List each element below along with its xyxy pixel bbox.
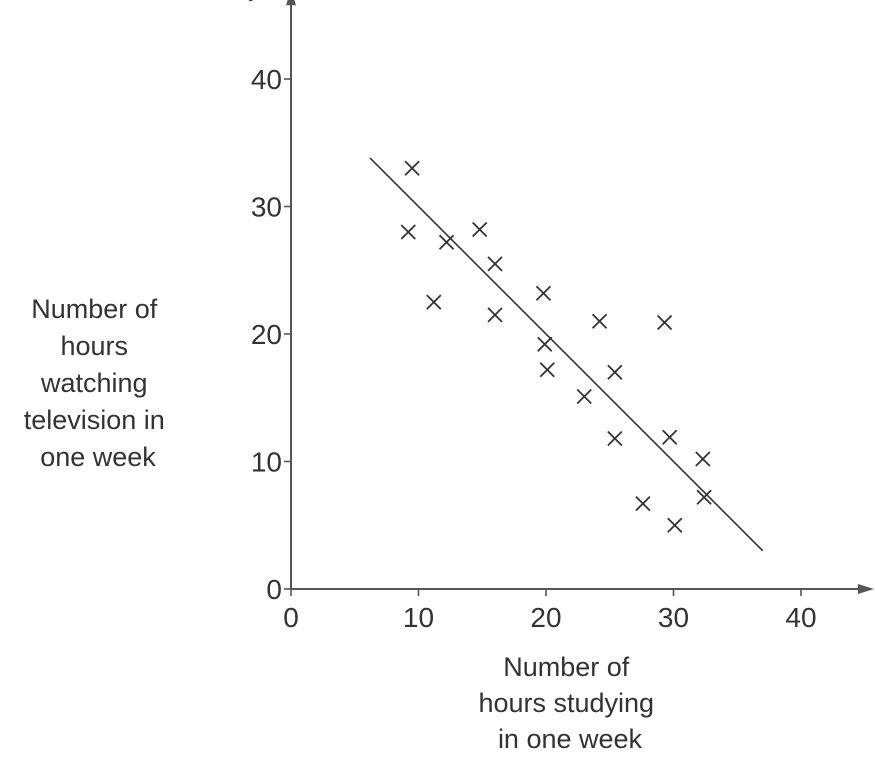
- data-point-marker: [487, 256, 503, 272]
- data-point-marker: [537, 336, 553, 352]
- x-tick-label: 30: [658, 602, 689, 633]
- x-axis-arrowhead: [858, 584, 874, 594]
- y-tick-label: 10: [251, 447, 282, 478]
- y-axis-title-line: watching: [40, 368, 148, 398]
- data-point-marker: [487, 307, 503, 323]
- data-point-marker: [591, 313, 608, 329]
- y-tick-label: 30: [251, 192, 282, 223]
- data-point-marker: [539, 362, 555, 378]
- y-axis-letter: y: [248, 0, 263, 1]
- data-point-marker: [695, 451, 711, 467]
- y-axis-arrowhead: [286, 0, 296, 6]
- y-tick-label: 40: [251, 64, 282, 95]
- y-axis-title-line: Number of: [31, 294, 158, 324]
- data-point-marker: [472, 221, 488, 238]
- data-point-marker: [535, 285, 552, 301]
- x-tick-label: 20: [530, 602, 561, 633]
- x-axis-title: Number of hours studying in one week: [478, 652, 661, 754]
- y-axis-title: Number of hours watching television in o…: [24, 294, 173, 472]
- y-tick-label: 0: [266, 574, 282, 605]
- y-tick-label: 20: [251, 319, 282, 350]
- x-axis-title-line: Number of: [503, 652, 630, 682]
- y-axis-title-line: television in: [24, 405, 165, 435]
- data-point-marker: [667, 517, 683, 533]
- data-point-marker: [607, 364, 623, 380]
- data-point-marker: [426, 294, 442, 310]
- axis-ticks: 0 10 20 30 40 0 10 20 30 40: [251, 64, 817, 633]
- x-axis-title-line: in one week: [498, 724, 643, 754]
- x-tick-label: 10: [403, 602, 434, 633]
- data-point-marker: [656, 314, 673, 331]
- y-axis-title-line: hours: [60, 331, 128, 361]
- data-point-marker: [662, 429, 678, 445]
- data-point-marker: [438, 234, 455, 250]
- data-point-marker: [400, 224, 416, 240]
- y-axis-title-line: one week: [40, 442, 156, 472]
- x-tick-label: 0: [283, 602, 299, 633]
- data-point-marker: [404, 160, 420, 176]
- x-tick-label: 40: [785, 602, 816, 633]
- data-point-marker: [696, 489, 712, 505]
- data-points: [400, 160, 712, 533]
- data-point-marker: [576, 388, 592, 405]
- line-of-best-fit: [369, 157, 764, 552]
- data-point-marker: [607, 430, 623, 447]
- data-point-marker: [635, 495, 651, 512]
- x-axis-title-line: hours studying: [478, 688, 654, 718]
